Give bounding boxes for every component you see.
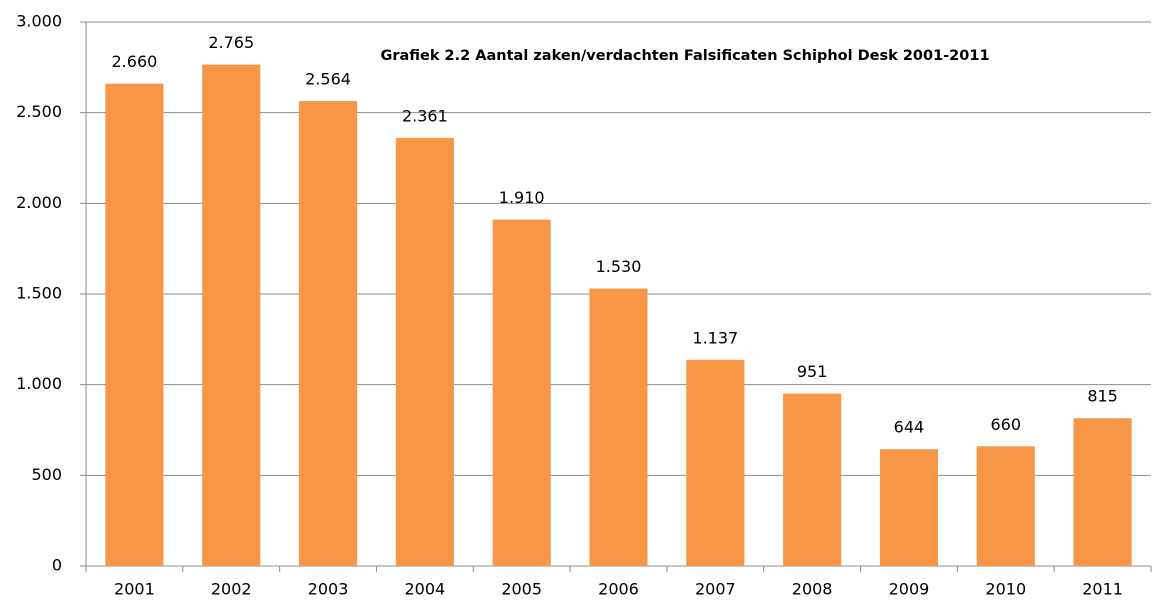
x-tick-label: 2001: [114, 580, 155, 599]
x-tick-label: 2011: [1082, 580, 1123, 599]
bar: [589, 288, 648, 566]
value-label: 2.765: [208, 33, 254, 52]
x-tick-label: 2002: [211, 580, 252, 599]
chart-title: Grafiek 2.2 Aantal zaken/verdachten Fals…: [380, 48, 989, 64]
y-tick-label: 0: [52, 556, 62, 575]
bar: [395, 137, 454, 566]
value-label: 1.910: [499, 188, 545, 207]
bar: [976, 446, 1035, 566]
x-tick-label: 2008: [792, 580, 833, 599]
bar: [686, 359, 745, 566]
value-label: 660: [990, 415, 1021, 434]
value-label: 644: [894, 418, 925, 437]
value-label: 2.361: [402, 106, 448, 125]
y-tick-label: 1.500: [16, 284, 62, 303]
x-tick-label: 2010: [985, 580, 1026, 599]
y-tick-label: 3.000: [16, 12, 62, 31]
value-label: 2.660: [112, 52, 158, 71]
bar: [202, 64, 261, 566]
x-tick-label: 2005: [501, 580, 542, 599]
x-tick-label: 2007: [695, 580, 736, 599]
value-label: 1.530: [596, 257, 642, 276]
value-label: 951: [797, 362, 828, 381]
y-tick-label: 2.000: [16, 193, 62, 212]
x-tick-label: 2006: [598, 580, 639, 599]
value-label: 815: [1087, 387, 1118, 406]
bar: [105, 83, 164, 567]
y-tick-label: 500: [31, 465, 62, 484]
value-label: 2.564: [305, 70, 351, 89]
x-tick-label: 2004: [405, 580, 446, 599]
bar: [879, 449, 938, 566]
bar: [783, 393, 842, 566]
x-tick-label: 2009: [889, 580, 930, 599]
x-tick-label: 2003: [308, 580, 349, 599]
bar: [1073, 418, 1132, 566]
y-tick-label: 1.000: [16, 374, 62, 393]
bar: [492, 219, 551, 567]
y-tick-label: 2.500: [16, 102, 62, 121]
bar: [299, 101, 358, 566]
value-label: 1.137: [692, 328, 738, 347]
